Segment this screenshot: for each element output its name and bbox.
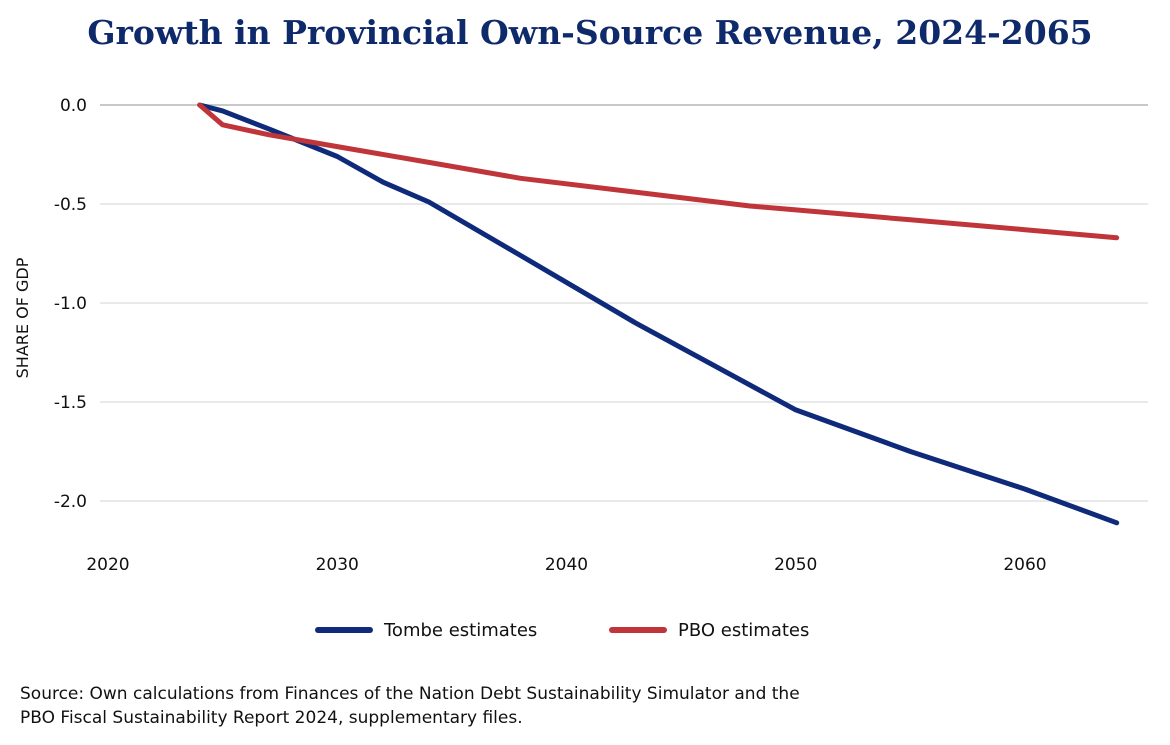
source-note: Source: Own calculations from Finances o… xyxy=(20,682,920,730)
legend: Tombe estimates PBO estimates xyxy=(315,620,809,641)
y-tick-label: 0.0 xyxy=(60,96,87,116)
source-line-1: Source: Own calculations from Finances o… xyxy=(20,684,800,704)
x-tick-label: 2040 xyxy=(545,555,588,575)
y-tick-label: -0.5 xyxy=(54,195,87,215)
series-line-0 xyxy=(197,102,1120,526)
x-tick-label: 2060 xyxy=(1003,555,1046,575)
grid-lines xyxy=(100,104,1148,502)
legend-label-0: Tombe estimates xyxy=(383,620,537,641)
series-lines xyxy=(197,102,1120,526)
source-line-2: PBO Fiscal Sustainability Report 2024, s… xyxy=(20,708,523,728)
chart-title: Growth in Provincial Own-Source Revenue,… xyxy=(87,13,1092,52)
legend-label-1: PBO estimates xyxy=(678,620,809,641)
y-tick-label: -2.0 xyxy=(54,492,87,512)
y-tick-label: -1.0 xyxy=(54,294,87,314)
y-tick-label: -1.5 xyxy=(54,393,87,413)
x-tick-label: 2050 xyxy=(774,555,817,575)
y-axis-label: SHARE OF GDP xyxy=(13,257,32,378)
series-line-1 xyxy=(197,102,1120,241)
x-tick-label: 2020 xyxy=(86,555,129,575)
x-tick-labels: 2020 2030 2040 2050 2060 xyxy=(86,555,1046,575)
x-tick-label: 2030 xyxy=(316,555,359,575)
y-tick-labels: 0.0 -0.5 -1.0 -1.5 -2.0 xyxy=(54,96,87,512)
